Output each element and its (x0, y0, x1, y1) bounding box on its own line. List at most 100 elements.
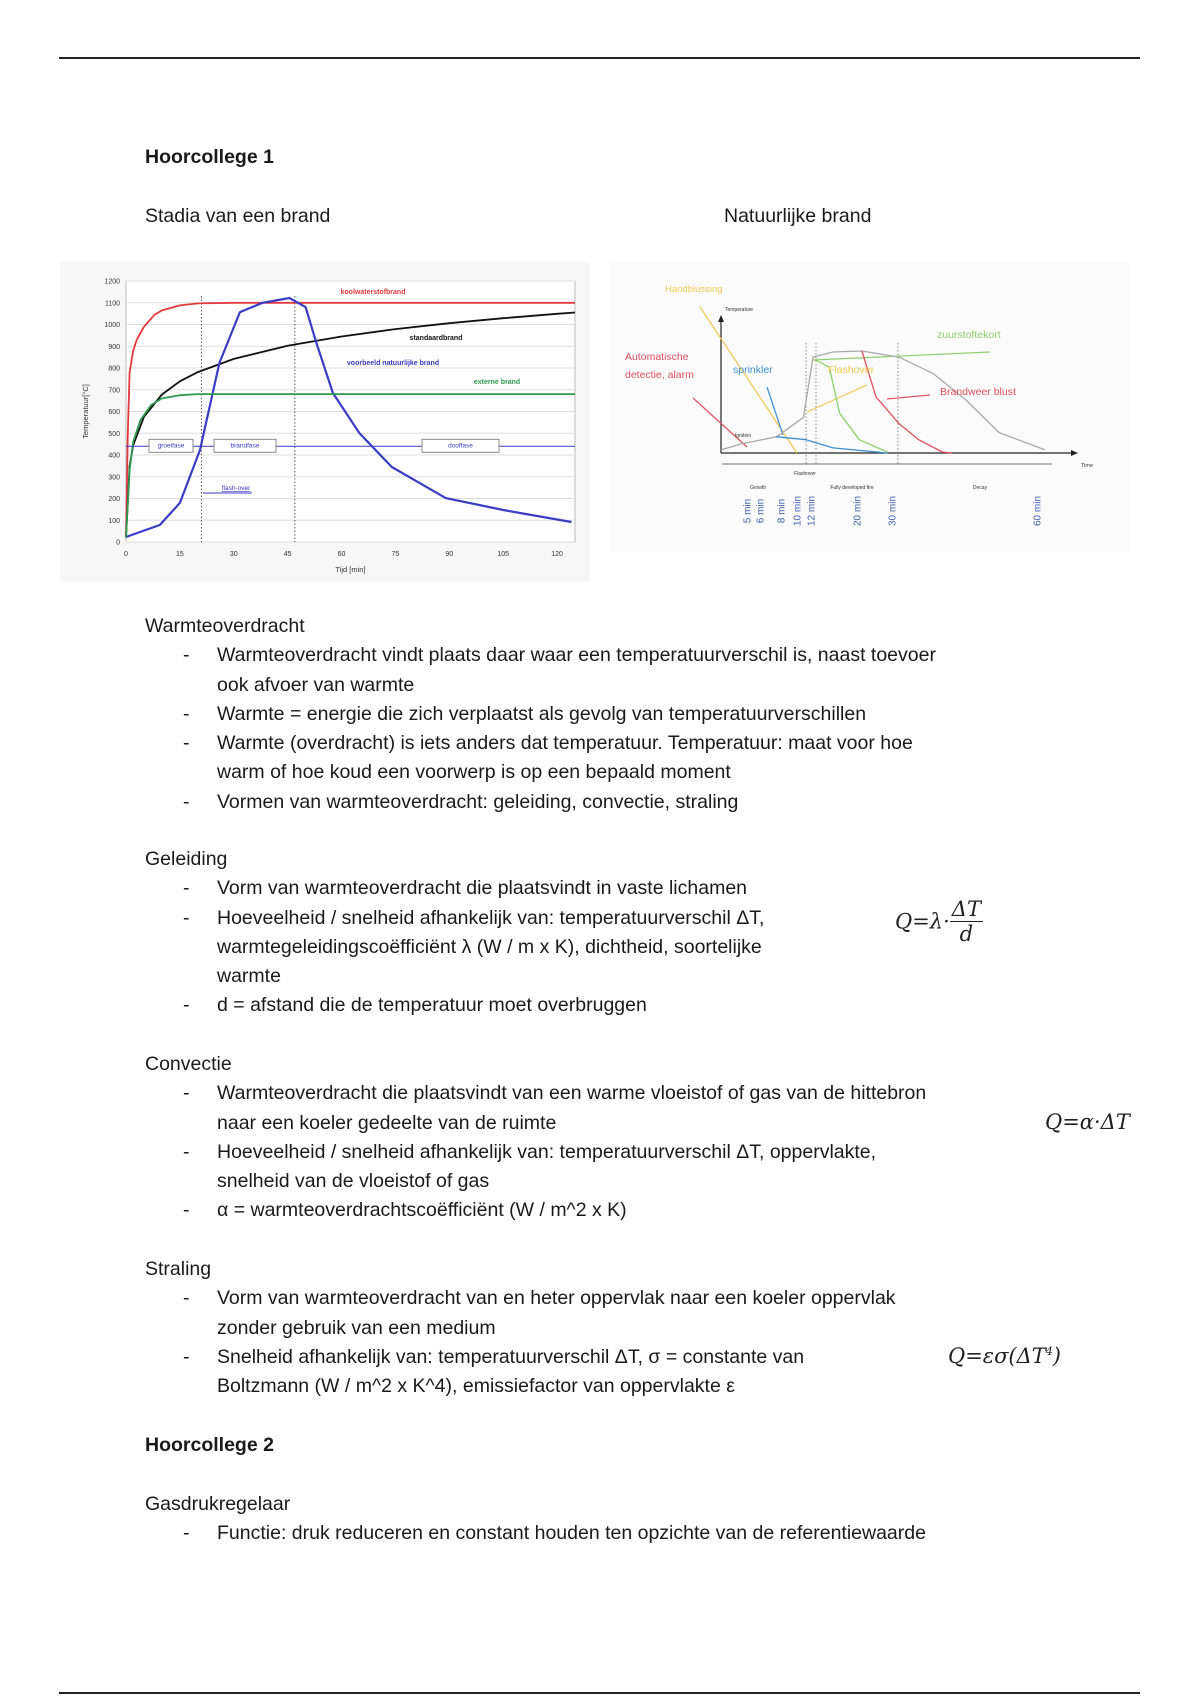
x-axis-label: Time (1081, 463, 1093, 469)
bullet-text-line: Vormen van warmteoverdracht: geleiding, … (217, 790, 739, 813)
geleiding-heading: Geleiding (145, 848, 228, 870)
section-geleiding: Geleiding - Vorm van warmteoverdracht die … (145, 845, 764, 1021)
flashover-label: flash-over (222, 485, 251, 492)
phase-label: Growth (750, 485, 766, 491)
y-tick-label: 400 (108, 453, 120, 460)
list-item: - Hoeveelheid / snelheid afhankelijk van:… (145, 1138, 926, 1197)
section-gasdrukregelaar: Gasdrukregelaar - Functie: druk reduceren … (145, 1490, 926, 1549)
x-tick-label: 75 (392, 551, 400, 558)
list-item: - Snelheid afhankelijk van: temperatuurve… (145, 1343, 896, 1402)
convectie-bullet-list: - Warmteoverdracht die plaatsvindt van ee… (145, 1079, 926, 1225)
formula-numerator: ΔT (949, 897, 983, 922)
time-label: 8 min (777, 499, 788, 523)
section-straling: Straling - Vorm van warmteoverdracht van e… (145, 1255, 896, 1401)
y-tick-label: 500 (108, 431, 120, 438)
formula-exponent: 4 (1045, 1345, 1053, 1358)
formula-close: ) (1052, 1344, 1061, 1368)
series-line-3 (861, 350, 952, 454)
bullet-text-line: warm of hoe koud een voorwerp is op een … (217, 761, 731, 784)
x-tick-label: 45 (284, 551, 292, 558)
bullet-text-line: Functie: druk reduceren en constant houd… (217, 1522, 926, 1545)
phase-label: Decay (973, 485, 988, 491)
bullet-text-line: Boltzmann (W / m^2 x K^4), emissiefactor… (217, 1375, 735, 1398)
phase-label: brandfase (231, 442, 260, 449)
phase-box (213, 438, 277, 453)
annotation-pointer-line (692, 397, 748, 448)
bullet-dash: - (183, 1199, 190, 1222)
bullet-text-line: Hoeveelheid / snelheid afhankelijk van: … (217, 1140, 877, 1163)
phase-label: groeifase (158, 442, 185, 449)
bullet-dash: - (183, 702, 190, 725)
bullet-dash: - (183, 790, 190, 813)
gasdrukregelaar-bullet-list: - Functie: druk reduceren en constant hou… (145, 1519, 926, 1548)
y-axis-label: Temperatuur[°C] (81, 384, 90, 439)
time-label: 30 min (888, 496, 899, 526)
bullet-text-line: Snelheid afhankelijk van: temperatuurver… (217, 1345, 805, 1368)
list-item: - Vorm van warmteoverdracht die plaatsvin… (145, 874, 764, 903)
bullet-text-line: Warmte = energie die zich verplaatst als… (217, 702, 867, 725)
bullet-dash: - (183, 1140, 190, 1163)
series-line-0 (125, 301, 575, 538)
y-tick-label: 700 (108, 387, 120, 394)
x-tick-label: 90 (445, 551, 453, 558)
bullet-dash: - (183, 906, 190, 929)
x-tick-label: 0 (124, 551, 128, 558)
time-label: 5 min (743, 499, 754, 523)
y-tick-label: 200 (108, 496, 120, 503)
x-axis-label: Tijd [min] (335, 565, 365, 574)
formula-straling: Q=εσ(ΔT4) (948, 1344, 1061, 1368)
series-label: externe brand (474, 379, 520, 386)
phase-box (421, 438, 500, 453)
chart-natuurlijke-brand: Temperature Time Flashover Growth Fully deve… (610, 262, 1130, 552)
bullet-dash: - (183, 994, 190, 1017)
bullet-dash: - (183, 1522, 190, 1545)
bullet-text-line: Vorm van warmteoverdracht die plaatsvind… (217, 877, 748, 900)
bullet-text-line: warmte (217, 965, 281, 988)
phase-label: dooffase (448, 442, 473, 449)
list-item: - Warmte = energie die zich verplaatst al… (145, 700, 936, 729)
geleiding-bullet-list: - Vorm van warmteoverdracht die plaatsvin… (145, 874, 764, 1020)
annotation-pointer-line (766, 386, 784, 436)
y-tick-label: 1200 (104, 279, 120, 286)
bullet-text-line: Warmteoverdracht vindt plaats daar waar … (217, 644, 936, 667)
formula-base: Q=εσ(ΔT (948, 1344, 1046, 1368)
time-label: 6 min (756, 499, 767, 523)
bullet-dash: - (183, 877, 190, 900)
formula-lhs: Q=λ· (895, 909, 950, 934)
ignition-label: Ignition (735, 433, 751, 439)
bullet-dash: - (183, 1082, 190, 1105)
annotation-pointer-line (812, 351, 991, 361)
annotation-pointer-line (886, 394, 931, 400)
time-label: 12 min (807, 496, 818, 526)
series-label: standaardbrand (410, 335, 463, 342)
x-tick-label: 30 (230, 551, 238, 558)
formula-geleiding: Q=λ· ΔT d (895, 897, 983, 946)
annotation-label: detectie, alarm (625, 369, 694, 381)
x-tick-label: 15 (176, 551, 184, 558)
caption-natuurlijke-brand: Natuurlijke brand (724, 205, 872, 227)
series-label: voorbeeld natuurlijke brand (347, 360, 439, 367)
bullet-dash: - (183, 732, 190, 755)
list-item: - Vorm van warmteoverdracht van en heter … (145, 1284, 896, 1343)
list-item: - α = warmteoverdrachtscoëfficiënt (W / m… (145, 1196, 926, 1225)
series-line-2 (125, 296, 572, 539)
bullet-text-line: Hoeveelheid / snelheid afhankelijk van: … (217, 906, 765, 929)
y-axis-arrowhead (718, 315, 724, 322)
bullet-text-line: ook afvoer van warmte (217, 673, 415, 696)
formula-convectie: Q=α·ΔT (1045, 1110, 1130, 1134)
warmteoverdracht-bullet-list: - Warmteoverdracht vindt plaats daar waar… (145, 641, 936, 817)
list-item: - d = afstand die de temperatuur moet ove… (145, 991, 764, 1020)
warmteoverdracht-heading: Warmteoverdracht (145, 615, 305, 637)
chart-stadia-van-een-brand: 0100200300400500600700800900100011001200… (60, 262, 590, 582)
formula-denominator: d (959, 922, 974, 946)
annotation-pointer-line (806, 384, 868, 413)
y-tick-label: 100 (108, 518, 120, 525)
x-tick-label: 120 (551, 551, 563, 558)
y-tick-label: 900 (108, 344, 120, 351)
time-label: 20 min (853, 496, 864, 526)
annotation-label: Brandweer blust (940, 386, 1016, 398)
x-axis-arrowhead (1071, 450, 1078, 456)
bullet-dash: - (183, 1345, 190, 1368)
list-item: - Hoeveelheid / snelheid afhankelijk van:… (145, 904, 764, 992)
section-warmteoverdracht: Warmteoverdracht - Warmteoverdracht vindt … (145, 612, 936, 817)
